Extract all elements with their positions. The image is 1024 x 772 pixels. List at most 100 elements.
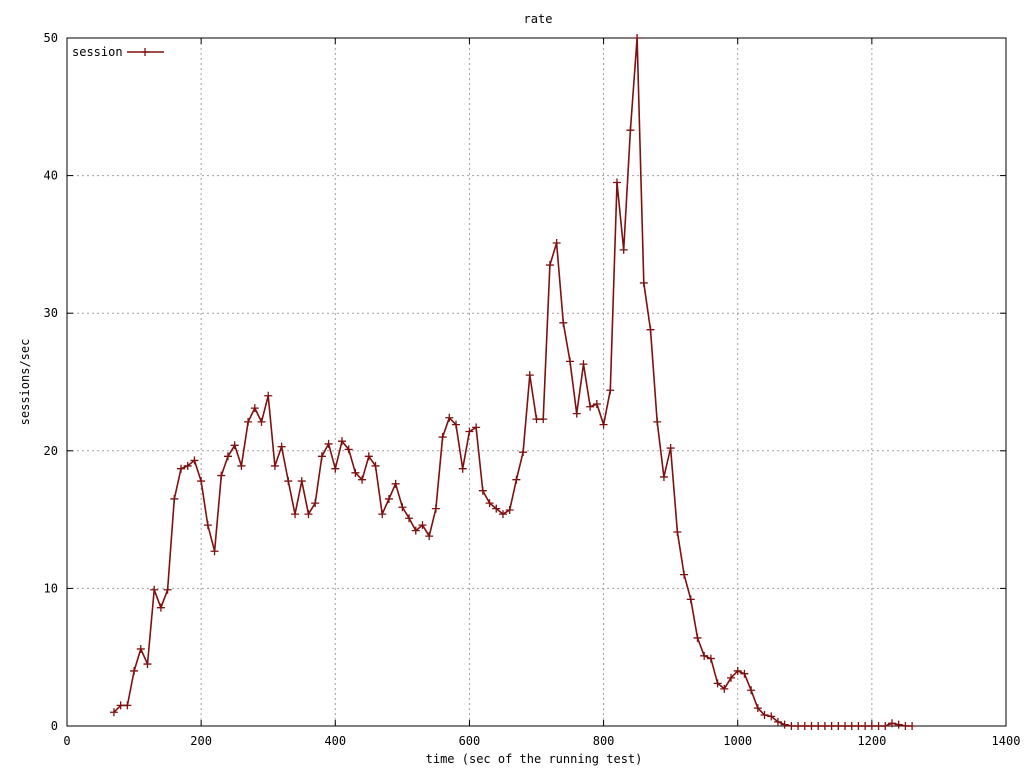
data-point [190,456,199,465]
data-point [552,239,561,248]
data-point [686,595,695,604]
data-point [894,720,903,729]
data-point [431,504,440,513]
data-point [405,514,414,523]
data-point [136,644,145,653]
data-point [371,461,380,470]
grid [67,38,1006,726]
data-point [626,126,635,135]
data-point [364,452,373,461]
data-point [109,708,118,717]
data-point [720,684,729,693]
data-point [492,504,501,513]
data-point [337,437,346,446]
data-point [156,603,165,612]
data-point [237,461,246,470]
data-point [304,510,313,519]
data-point [666,444,675,453]
data-point [753,704,762,713]
data-point [619,245,628,254]
data-point [747,686,756,695]
y-tick-label: 40 [44,169,58,183]
data-point [847,722,856,730]
data-point [116,701,125,710]
data-point [566,357,575,366]
data-point [908,722,917,730]
data-point [773,717,782,726]
data-point [861,722,870,730]
data-point [250,404,259,413]
data-point [344,445,353,454]
data-point [465,427,474,436]
data-point [519,448,528,457]
data-point [673,527,682,536]
data-point [592,400,601,409]
data-point [311,499,320,508]
data-point [418,521,427,530]
data-point [901,722,910,730]
x-tick-label: 600 [459,734,481,748]
data-point [177,464,186,473]
plot-frame [66,37,1007,727]
data-point [244,417,253,426]
y-tick-label: 20 [44,444,58,458]
y-tick-label: 0 [51,719,58,733]
data-point [230,441,239,450]
data-point [324,439,333,448]
data-point [291,510,300,519]
data-point [539,415,548,424]
data-point [841,722,850,730]
x-tick-label: 0 [63,734,70,748]
x-tick-label: 1000 [723,734,752,748]
data-point [411,526,420,535]
legend-label: session [72,45,123,59]
data-point [532,415,541,424]
data-point [210,547,219,556]
x-tick-label: 1200 [857,734,886,748]
data-point [740,669,749,678]
data-point [425,532,434,541]
data-point [297,477,306,486]
data-point [197,477,206,486]
y-tick-label: 10 [44,581,58,595]
data-point [485,499,494,508]
data-point [317,452,326,461]
data-point [358,475,367,484]
data-point [223,452,232,461]
data-point [512,475,521,484]
data-point [378,510,387,519]
data-point [713,679,722,688]
data-point [579,360,588,369]
legend-marker [141,48,149,56]
y-axis-label: sessions/sec [18,339,32,426]
data-point [874,722,883,730]
data-point [854,722,863,730]
data-point [606,386,615,395]
data-point [150,585,159,594]
data-point [458,464,467,473]
data-point [767,712,776,721]
data-point [834,722,843,730]
data-point [270,461,279,470]
data-point [438,433,447,442]
data-point [478,486,487,495]
data-point [257,417,266,426]
data-point [452,420,461,429]
data-point [545,261,554,270]
x-tick-label: 800 [593,734,615,748]
data-point [807,722,816,730]
data-point [203,521,212,530]
data-point [599,420,608,429]
data-point [398,503,407,512]
data-point [351,468,360,477]
series-group [109,34,917,730]
data-point [727,673,736,682]
data-point [217,471,226,480]
data-point [163,585,172,594]
x-tick-label: 200 [190,734,212,748]
data-point [612,178,621,187]
data-point [498,510,507,519]
data-point [733,666,742,675]
